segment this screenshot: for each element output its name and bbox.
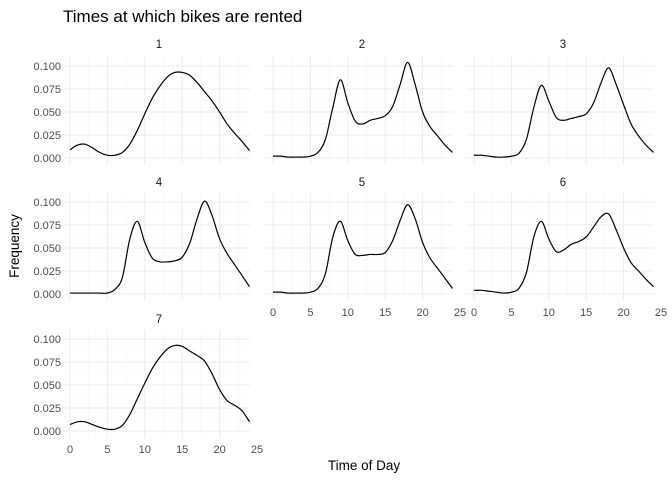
x-tick-label: 15 [379, 307, 391, 319]
y-axis-title: Frequency [7, 214, 22, 278]
y-tick-label: 0.000 [33, 289, 61, 301]
facet-panel-1: 1 0.000 0.025 0.050 0.075 0.100 [33, 39, 250, 165]
chart-title: Times at which bikes are rented [63, 7, 302, 26]
x-tick-label: 20 [617, 307, 629, 319]
major-grid [62, 55, 250, 165]
density-curve-day-7 [69, 344, 251, 431]
major-grid [62, 330, 250, 438]
x-tick-label: 10 [543, 307, 555, 319]
y-tick-label: 0.075 [33, 357, 61, 369]
facet-panel-4: 4 0.000 0.025 0.050 0.075 0.100 [33, 177, 251, 301]
y-tick-label: 0.100 [33, 334, 61, 346]
y-tick-label: 0.025 [33, 266, 61, 278]
y-tick-label: 0.050 [33, 380, 61, 392]
x-tick-label: 25 [454, 307, 466, 319]
x-tick-label: 20 [213, 444, 225, 456]
y-tick-label: 0.100 [33, 61, 61, 73]
facet-strip-label: 2 [359, 39, 365, 51]
x-tick-label: 10 [342, 307, 354, 319]
facet-panel-2: 2 [265, 39, 453, 165]
x-tick-label: 15 [580, 307, 592, 319]
major-grid [265, 193, 453, 301]
x-axis-title: Time of Day [328, 458, 401, 473]
major-grid [466, 193, 654, 301]
x-tick-label: 20 [416, 307, 428, 319]
major-grid [62, 193, 250, 301]
facet-strip-label: 5 [359, 177, 365, 189]
facet-panel-7: 7 0.000 0.025 0.050 0.075 0.100 0 5 10 15 20 25 [33, 314, 263, 456]
x-tick-label: 25 [251, 444, 263, 456]
y-tick-label: 0.000 [33, 153, 61, 165]
y-tick-label: 0.100 [33, 197, 61, 209]
density-curve-day-4 [70, 200, 251, 294]
facet-panel-5: 5 0 5 10 15 20 25 [265, 177, 466, 319]
facet-panel-6: 6 0 5 10 15 20 25 [466, 177, 667, 319]
facet-strip-label: 7 [156, 314, 162, 326]
minor-grid [62, 330, 250, 438]
density-curve-day-1 [69, 71, 250, 157]
density-curve-day-6 [473, 212, 654, 294]
facet-strip-label: 6 [560, 177, 566, 189]
x-tick-label: 0 [270, 307, 276, 319]
density-curve-day-2 [272, 61, 453, 158]
x-tick-label: 25 [655, 307, 667, 319]
facet-strip-label: 1 [156, 39, 162, 51]
facet-panels: 1 0.000 0.025 0.050 0.075 0.100 2 3 4 0.000 0.025 0… [33, 39, 667, 456]
major-grid [466, 55, 654, 165]
density-curve-day-5 [272, 204, 454, 294]
x-tick-label: 5 [104, 444, 110, 456]
major-grid [265, 55, 453, 165]
x-tick-label: 15 [176, 444, 188, 456]
y-tick-label: 0.050 [33, 243, 61, 255]
y-tick-label: 0.075 [33, 220, 61, 232]
x-tick-label: 5 [508, 307, 514, 319]
y-tick-label: 0.000 [33, 426, 61, 438]
density-curve-day-3 [473, 67, 654, 158]
x-tick-label: 0 [471, 307, 477, 319]
minor-grid [466, 193, 654, 301]
x-tick-label: 5 [307, 307, 313, 319]
x-tick-label: 10 [139, 444, 151, 456]
y-tick-label: 0.050 [33, 107, 61, 119]
facet-panel-3: 3 [466, 39, 654, 165]
facet-strip-label: 3 [560, 39, 566, 51]
y-tick-label: 0.025 [33, 403, 61, 415]
x-tick-label: 0 [67, 444, 73, 456]
facet-strip-label: 4 [156, 177, 163, 189]
minor-grid [62, 193, 250, 301]
y-tick-label: 0.075 [33, 84, 61, 96]
minor-grid [62, 55, 250, 165]
minor-grid [265, 55, 453, 165]
y-tick-label: 0.025 [33, 130, 61, 142]
